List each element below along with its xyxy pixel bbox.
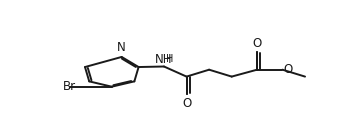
Text: N: N (117, 41, 126, 54)
Text: O: O (182, 97, 191, 110)
Text: NH: NH (155, 53, 173, 66)
Text: O: O (283, 63, 293, 76)
Text: O: O (253, 36, 262, 50)
Text: Br: Br (63, 80, 76, 93)
Text: H: H (166, 54, 173, 63)
